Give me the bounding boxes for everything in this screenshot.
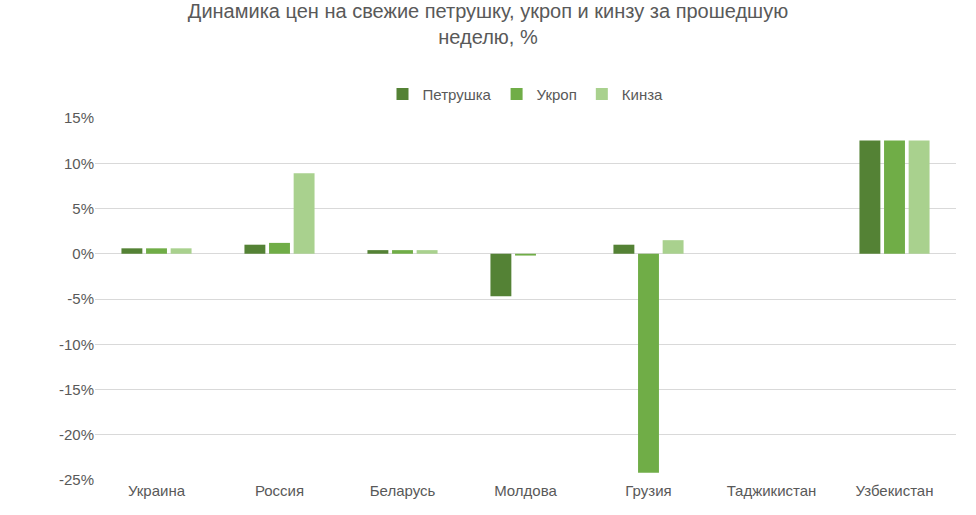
svg-text:Беларусь: Беларусь [370, 482, 436, 499]
svg-text:Россия: Россия [255, 482, 304, 499]
svg-text:Кинза: Кинза [622, 86, 663, 103]
svg-text:Узбекистан: Узбекистан [856, 482, 934, 499]
svg-text:-15%: -15% [59, 381, 94, 398]
svg-text:-5%: -5% [67, 290, 94, 307]
svg-text:Украина: Украина [128, 482, 186, 499]
svg-text:15%: 15% [64, 109, 94, 126]
svg-text:Динамика цен на свежие петрушк: Динамика цен на свежие петрушку, укроп и… [188, 0, 788, 48]
svg-text:Молдова: Молдова [494, 482, 557, 499]
svg-text:-10%: -10% [59, 336, 94, 353]
svg-text:Петрушка: Петрушка [423, 86, 492, 103]
svg-text:5%: 5% [72, 200, 94, 217]
svg-text:-25%: -25% [59, 471, 94, 488]
svg-text:10%: 10% [64, 155, 94, 172]
svg-text:0%: 0% [72, 245, 94, 262]
svg-text:-20%: -20% [59, 426, 94, 443]
svg-text:Грузия: Грузия [625, 482, 671, 499]
svg-text:Укроп: Укроп [537, 86, 577, 103]
svg-text:Таджикистан: Таджикистан [727, 482, 817, 499]
